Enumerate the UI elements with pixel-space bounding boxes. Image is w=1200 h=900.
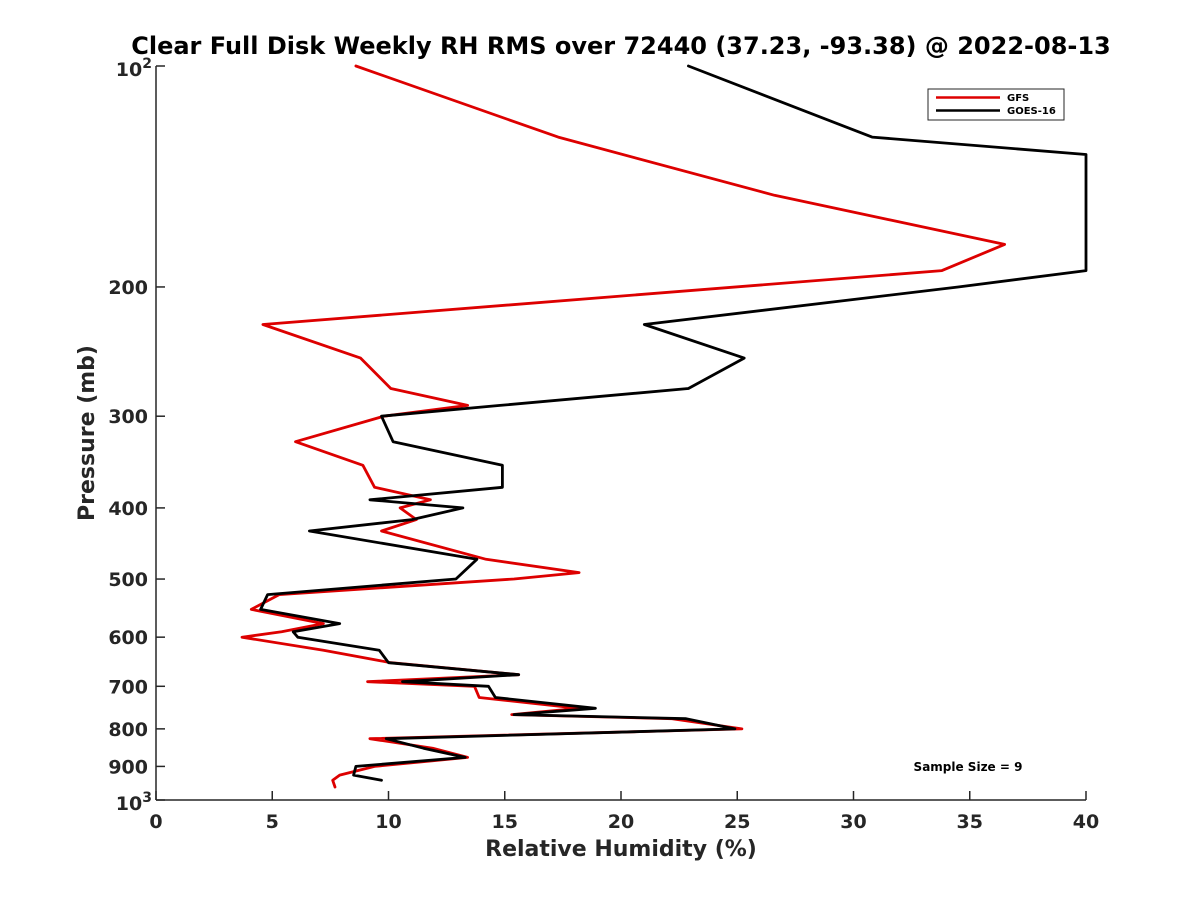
y-tick-label: 200 [108, 277, 148, 299]
y-tick-label: 800 [108, 719, 148, 741]
y-tick-label: 700 [108, 676, 148, 698]
legend-label-gfs: GFS [1007, 93, 1029, 104]
x-tick-label: 40 [1073, 811, 1099, 833]
series-line-goes16 [259, 64, 1088, 782]
x-tick-label: 5 [266, 811, 279, 833]
x-tick-label: 25 [724, 811, 750, 833]
x-tick-label: 0 [149, 811, 162, 833]
y-tick-label: 500 [108, 569, 148, 591]
legend: GFS GOES-16 [927, 88, 1065, 121]
x-tick-label: 30 [840, 811, 866, 833]
y-tick-label: 300 [108, 406, 148, 428]
x-ticks: 0 5 10 15 20 25 30 35 40 [149, 791, 1099, 833]
y-tick-label: 102 [116, 56, 152, 81]
y-tick-label: 103 [116, 790, 152, 815]
plot-area: 0 5 10 15 20 25 30 35 40 102 200 300 400 500 600 700 80… [108, 56, 1099, 833]
x-tick-label: 15 [492, 811, 518, 833]
chart-title: Clear Full Disk Weekly RH RMS over 72440… [131, 32, 1111, 60]
y-axis-label: Pressure (mb) [75, 345, 100, 521]
y-tick-label: 900 [108, 756, 148, 778]
series-line-gfs [240, 64, 1006, 789]
legend-box [927, 88, 1065, 121]
x-axis-label: Relative Humidity (%) [485, 837, 757, 862]
x-tick-label: 20 [608, 811, 634, 833]
y-ticks: 102 200 300 400 500 600 700 800 900 103 [108, 56, 165, 815]
series-layer [240, 64, 1088, 789]
x-tick-label: 10 [375, 811, 401, 833]
x-tick-label: 35 [957, 811, 983, 833]
y-tick-label: 400 [108, 498, 148, 520]
y-tick-label: 600 [108, 627, 148, 649]
legend-label-goes16: GOES-16 [1007, 106, 1056, 117]
sample-size-annotation: Sample Size = 9 [914, 760, 1023, 774]
